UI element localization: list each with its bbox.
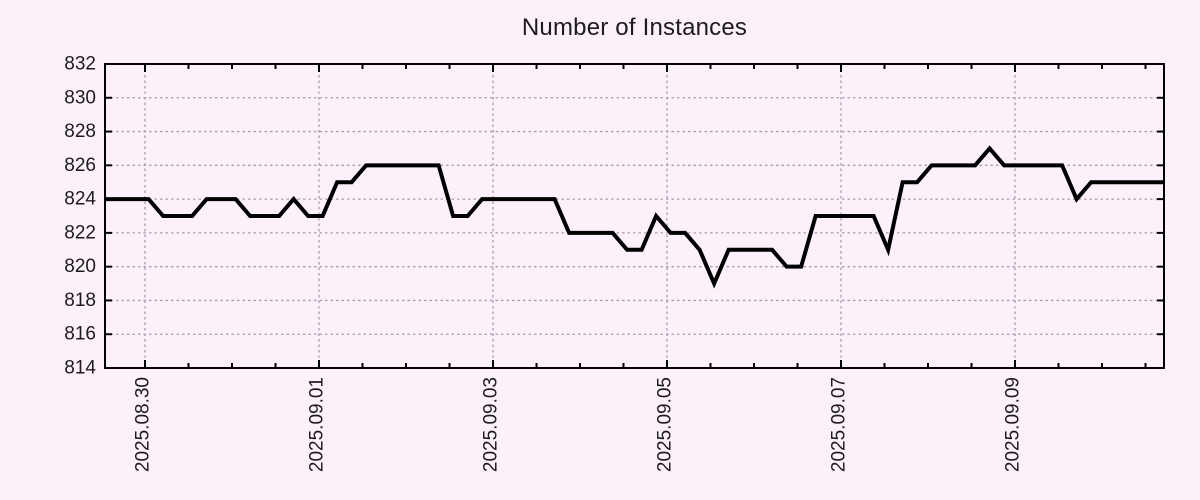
y-tick-label: 832 [64, 54, 96, 75]
y-tick-label: 828 [64, 121, 96, 142]
x-tick-label: 2025.08.30 [133, 377, 154, 472]
plot-border [104, 63, 1165, 369]
x-tick-label: 2025.09.09 [1003, 377, 1024, 472]
x-tick-label: 2025.09.05 [655, 377, 676, 472]
x-tick-label: 2025.09.01 [307, 377, 328, 472]
chart-title: Number of Instances [521, 14, 748, 41]
y-tick-label: 822 [64, 222, 96, 243]
y-tick-label: 820 [64, 256, 96, 277]
y-tick-label: 826 [64, 155, 96, 176]
y-tick-label: 830 [64, 87, 96, 108]
y-tick-label: 816 [64, 324, 96, 345]
series-line [105, 145, 1164, 289]
y-tick-label: 824 [64, 189, 96, 210]
y-tick-label: 814 [64, 358, 96, 379]
y-tick-label: 818 [64, 290, 96, 311]
x-tick-label: 2025.09.07 [829, 377, 850, 472]
x-tick-label: 2025.09.03 [481, 377, 502, 472]
